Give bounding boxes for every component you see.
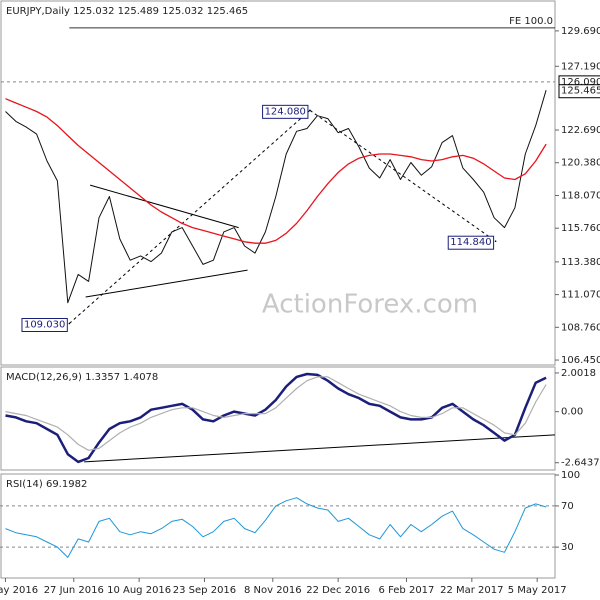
y-tick-label: 30 xyxy=(561,542,574,553)
y-tick-label: 108.760 xyxy=(561,322,600,333)
panel-frame xyxy=(0,366,556,471)
watermark: ActionForex.com xyxy=(262,290,478,320)
y-tick-label: 111.070 xyxy=(561,290,600,301)
y-tick-label: 100 xyxy=(561,470,580,481)
label-box xyxy=(262,104,309,119)
y-tick-label: 129.690 xyxy=(561,26,600,37)
point-label: 124.080 xyxy=(265,106,306,117)
y-tick-label: 106.450 xyxy=(561,355,600,366)
x-tick-label: 22 Dec 2016 xyxy=(306,585,370,596)
x-tick-label: 5 May 2017 xyxy=(508,585,567,596)
y-tick-label: 127.190 xyxy=(561,61,600,72)
x-tick-label: 10 Aug 2016 xyxy=(107,585,171,596)
panel-title: RSI(14) 69.1982 xyxy=(6,479,87,490)
label-box xyxy=(21,318,68,333)
y-tick-label: 122.690 xyxy=(561,125,600,136)
y-tick-label: 120.380 xyxy=(561,158,600,169)
x-tick-label: 23 Sep 2016 xyxy=(173,585,236,596)
trendline xyxy=(309,109,496,242)
point-marker xyxy=(309,109,311,112)
series-line xyxy=(5,372,547,464)
label-box xyxy=(447,235,495,250)
point-label: 109.030 xyxy=(24,320,65,331)
panel-title: EURJPY,Daily 125.032 125.489 125.032 125… xyxy=(6,6,248,17)
series-line xyxy=(5,376,547,451)
y-tick-label: 2.0018 xyxy=(561,368,596,379)
point-marker xyxy=(68,322,71,325)
y-tick-label: 115.760 xyxy=(561,223,600,234)
trendline xyxy=(89,184,239,229)
panel-title: MACD(12,26,9) 1.3357 1.4078 xyxy=(6,372,158,383)
y-tick-label: -2.6437 xyxy=(561,458,600,469)
trendline xyxy=(85,269,248,298)
point-label: 114.840 xyxy=(450,237,491,248)
level-axis-label: 126.090 xyxy=(561,77,600,88)
y-tick-label: 113.380 xyxy=(561,257,600,268)
y-tick-label: 0.00 xyxy=(561,407,583,418)
panel-frame xyxy=(0,473,556,579)
panel-frame xyxy=(0,0,556,366)
label-box xyxy=(558,84,600,99)
x-tick-label: 6 Feb 2017 xyxy=(379,585,435,596)
x-tick-label: 8 Nov 2016 xyxy=(244,585,302,596)
series-line xyxy=(5,497,547,558)
y-tick-label: 70 xyxy=(561,501,574,512)
level-axis-label: 125.465 xyxy=(561,86,600,97)
series-line xyxy=(5,98,547,244)
x-tick-label: 27 Jun 2016 xyxy=(44,585,104,596)
series-line xyxy=(5,90,547,304)
trendline xyxy=(84,434,556,463)
x-tick-label: 12 May 2016 xyxy=(0,585,38,596)
x-tick-label: 22 Mar 2017 xyxy=(440,585,503,596)
level-label: FE 100.0 xyxy=(509,16,553,27)
y-tick-label: 118.070 xyxy=(561,190,600,201)
point-marker xyxy=(494,240,497,243)
